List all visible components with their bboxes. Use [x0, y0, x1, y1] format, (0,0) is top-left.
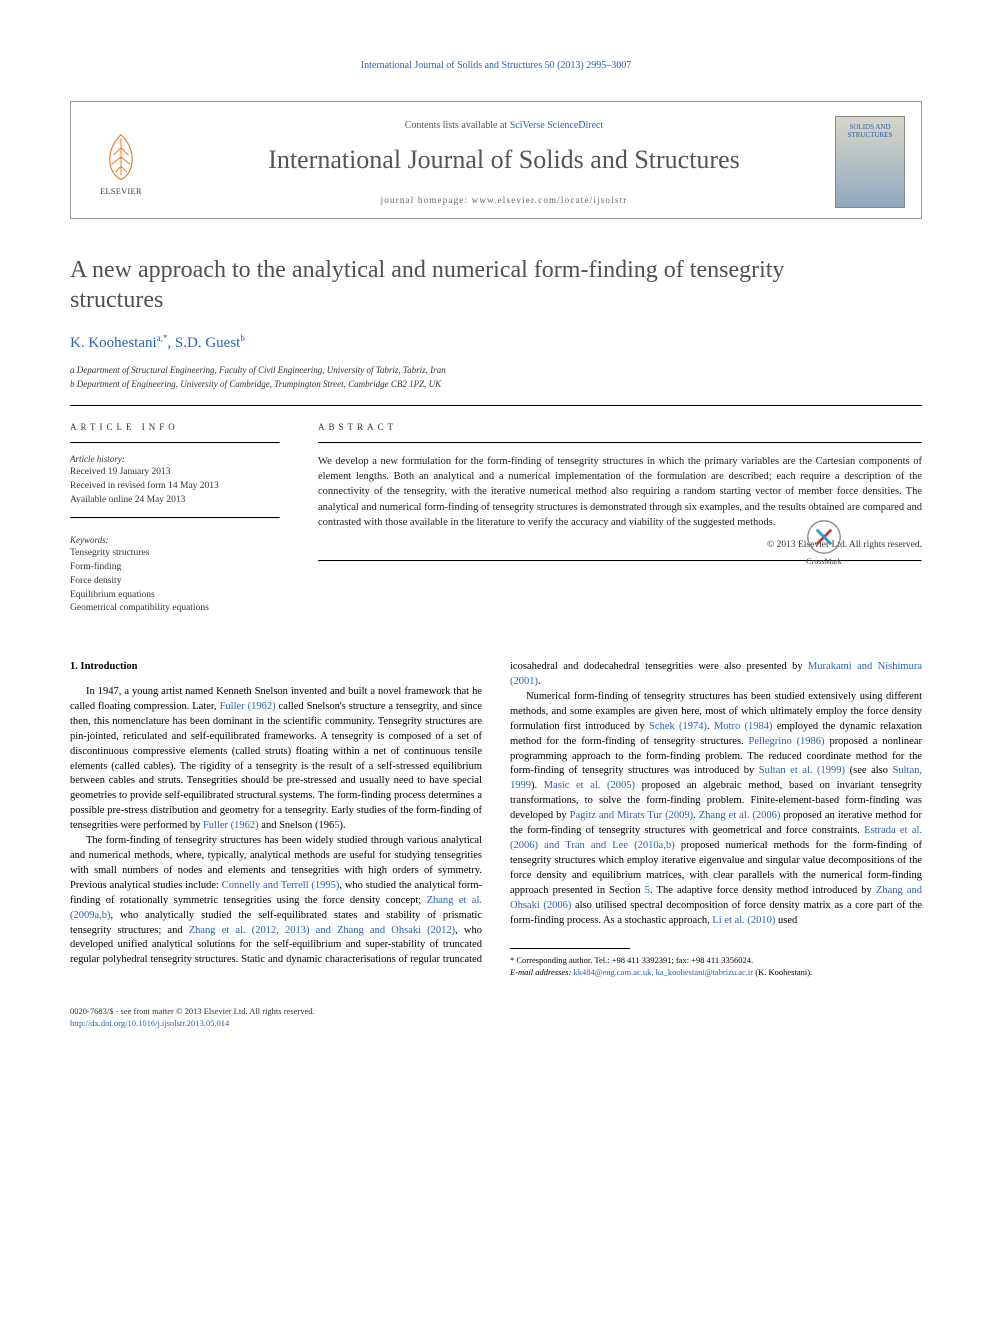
crossmark-badge[interactable]: CrossMark: [796, 519, 852, 566]
keywords-label: Keywords:: [70, 535, 280, 545]
email-owner: (K. Koohestani).: [755, 967, 812, 977]
email-label: E-mail addresses:: [510, 967, 571, 977]
affiliations: a Department of Structural Engineering, …: [70, 364, 922, 391]
body-columns: 1. Introduction In 1947, a young artist …: [70, 660, 922, 978]
abstract-heading: ABSTRACT: [318, 422, 922, 432]
publisher-name: ELSEVIER: [100, 187, 142, 196]
section-1-p1: In 1947, a young artist named Kenneth Sn…: [70, 685, 482, 834]
contents-prefix: Contents lists available at: [405, 120, 510, 131]
section-1-heading: 1. Introduction: [70, 660, 482, 675]
rule-abs: [318, 442, 922, 444]
journal-header-box: ELSEVIER Contents lists available at Sci…: [70, 101, 922, 219]
affil-a: a Department of Structural Engineering, …: [70, 364, 922, 378]
article-info-col: ARTICLE INFO Article history: Received 1…: [70, 412, 280, 616]
rule-top: [70, 405, 922, 406]
kw-2: Form-finding: [70, 561, 280, 575]
history-1: Received 19 January 2013: [70, 466, 280, 480]
running-header: International Journal of Solids and Stru…: [70, 60, 922, 71]
journal-cover-thumb: SOLIDS AND STRUCTURES: [835, 116, 905, 208]
email-link[interactable]: kk484@eng.cam.ac.uk, ka_koohestani@tabri…: [573, 967, 753, 977]
history-2: Received in revised form 14 May 2013: [70, 480, 280, 494]
journal-title: International Journal of Solids and Stru…: [173, 145, 835, 175]
doi-link[interactable]: http://dx.doi.org/10.1016/j.ijsolstr.201…: [70, 1018, 229, 1028]
affil-b: b Department of Engineering, University …: [70, 378, 922, 392]
elsevier-logo: ELSEVIER: [87, 123, 155, 201]
crossmark-label: CrossMark: [796, 557, 852, 566]
sciencedirect-link[interactable]: SciVerse ScienceDirect: [510, 120, 604, 131]
author-2: S.D. Guest: [175, 335, 240, 351]
journal-homepage: journal homepage: www.elsevier.com/locat…: [173, 195, 835, 205]
tree-icon: [93, 129, 149, 185]
contents-line: Contents lists available at SciVerse Sci…: [173, 120, 835, 131]
corresponding-footnote: * Corresponding author. Tel.: +98 411 33…: [510, 955, 922, 978]
history-3: Available online 24 May 2013: [70, 494, 280, 508]
author-1: K. Koohestani: [70, 335, 157, 351]
kw-3: Force density: [70, 575, 280, 589]
article-info-heading: ARTICLE INFO: [70, 422, 280, 432]
kw-1: Tensegrity structures: [70, 547, 280, 561]
authors-line: K. Koohestania,*, S.D. Guestb: [70, 333, 922, 352]
issn-line: 0020-7683/$ - see front matter © 2013 El…: [70, 1006, 922, 1017]
cover-label: SOLIDS AND STRUCTURES: [848, 123, 893, 139]
crossmark-icon: [806, 519, 842, 555]
kw-5: Geometrical compatibility equations: [70, 602, 280, 616]
rule-info-2: [70, 517, 280, 519]
kw-4: Equilibrium equations: [70, 589, 280, 603]
rule-info: [70, 442, 280, 444]
page-footer: 0020-7683/$ - see front matter © 2013 El…: [70, 1006, 922, 1029]
author-1-sup: a,*: [157, 333, 168, 343]
article-title: A new approach to the analytical and num…: [70, 255, 810, 315]
author-2-sup: b: [240, 333, 245, 343]
abstract-col: ABSTRACT We develop a new formulation fo…: [318, 412, 922, 616]
corr-author: * Corresponding author. Tel.: +98 411 33…: [510, 955, 922, 966]
footnote-rule: [510, 948, 630, 949]
history-label: Article history:: [70, 454, 280, 464]
section-1-p3: Numerical form-finding of tensegrity str…: [510, 690, 922, 929]
